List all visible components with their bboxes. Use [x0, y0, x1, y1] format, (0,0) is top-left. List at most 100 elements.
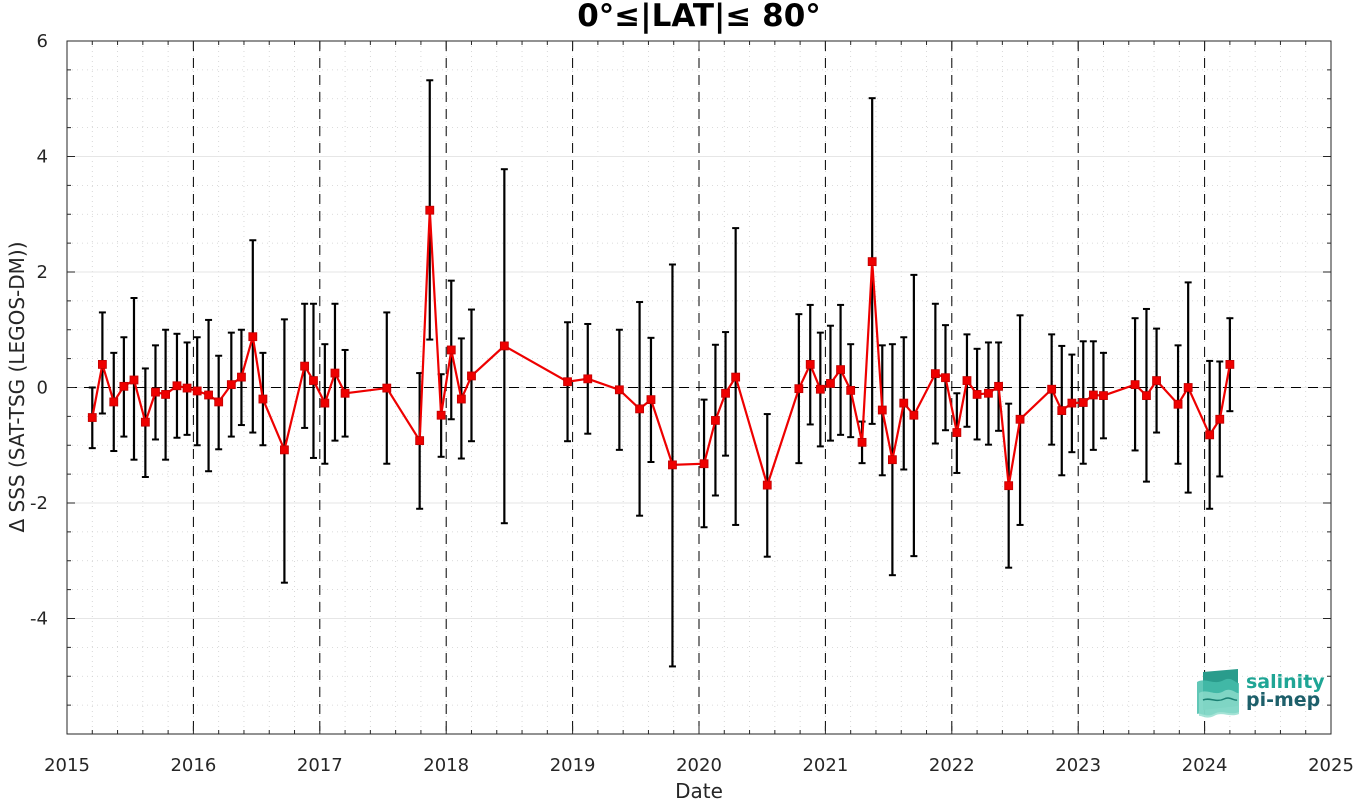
- data-point-marker: [161, 390, 170, 399]
- data-point-marker: [456, 394, 466, 404]
- data-point-marker: [909, 410, 919, 420]
- x-axis-label: Date: [675, 779, 723, 801]
- y-tick-label: -2: [30, 493, 48, 514]
- data-point-marker: [182, 383, 192, 393]
- logo-text-salinity: salinity: [1246, 671, 1325, 693]
- data-point-marker: [425, 205, 435, 215]
- data-point-marker: [172, 381, 182, 391]
- data-point-marker: [846, 385, 856, 395]
- data-point-marker: [151, 387, 160, 397]
- grid-layer: [66, 40, 1332, 735]
- data-point-marker: [646, 395, 656, 405]
- y-tick-label: 2: [37, 262, 48, 283]
- data-point-marker: [635, 404, 644, 414]
- data-point-marker: [794, 384, 804, 394]
- data-point-marker: [899, 398, 909, 408]
- data-point-marker: [340, 388, 350, 398]
- x-tick-label: 2024: [1182, 755, 1228, 776]
- data-point-marker: [887, 455, 897, 465]
- data-point-marker: [1099, 391, 1108, 400]
- data-point-marker: [415, 436, 425, 446]
- data-point-marker: [226, 380, 236, 390]
- data-point-marker: [731, 372, 741, 382]
- data-point-marker: [815, 384, 825, 394]
- x-tick-label: 2019: [550, 755, 596, 776]
- data-point-marker: [762, 480, 772, 490]
- data-point-marker: [109, 397, 119, 407]
- data-point-marker: [140, 417, 150, 427]
- y-tick-label: 6: [37, 31, 48, 52]
- data-point-marker: [1057, 406, 1067, 416]
- data-point-marker: [436, 410, 446, 420]
- chart-title: 0°≤|LAT|≤ 80°: [577, 0, 821, 34]
- data-point-marker: [214, 397, 224, 407]
- data-point-marker: [237, 372, 246, 382]
- data-point-marker: [97, 359, 107, 369]
- data-point-marker: [446, 345, 456, 355]
- data-point-marker: [330, 368, 340, 378]
- data-point-marker: [711, 416, 720, 425]
- x-tick-label: 2015: [44, 755, 90, 776]
- data-point-marker: [952, 428, 962, 437]
- data-point-marker: [204, 390, 213, 400]
- data-point-marker: [280, 445, 289, 455]
- x-tick-label: 2018: [423, 755, 469, 776]
- data-point-marker: [668, 460, 677, 470]
- x-tick-label: 2020: [676, 755, 722, 776]
- y-tick-label: 0: [37, 378, 48, 399]
- data-point-marker: [721, 388, 730, 398]
- data-point-marker: [1088, 390, 1098, 400]
- data-point-marker: [699, 459, 709, 469]
- data-point-marker: [836, 365, 845, 374]
- x-tick-label: 2016: [170, 755, 216, 776]
- data-point-marker: [320, 398, 330, 408]
- data-point-marker: [857, 437, 867, 447]
- logo-emblem-icon: [1197, 669, 1239, 718]
- data-point-marker: [499, 341, 509, 351]
- data-point-marker: [984, 388, 993, 398]
- data-point-marker: [382, 383, 392, 393]
- data-point-marker: [962, 376, 972, 385]
- data-point-marker: [309, 376, 318, 385]
- data-point-marker: [1205, 430, 1215, 440]
- logo-text-pimep: pi-mep: [1246, 689, 1320, 711]
- data-point-marker: [583, 374, 593, 384]
- data-point-marker: [258, 394, 268, 404]
- data-point-marker: [248, 332, 258, 342]
- data-point-marker: [867, 257, 877, 267]
- data-point-marker: [614, 385, 624, 395]
- salinity-pimep-logo: salinity pi-mep: [1197, 669, 1325, 718]
- x-tick-label: 2025: [1308, 755, 1354, 776]
- data-point-marker: [1047, 384, 1057, 394]
- data-point-marker: [1130, 380, 1140, 390]
- data-point-marker: [1004, 481, 1014, 491]
- x-tick-label: 2021: [802, 755, 848, 776]
- data-point-marker: [826, 379, 835, 388]
- data-point-marker: [1173, 399, 1183, 409]
- y-axis-label: Δ SSS (SAT-TSG (LEGOS-DM)): [5, 241, 29, 532]
- y-tick-label: -4: [30, 609, 48, 630]
- data-point-marker: [1067, 398, 1077, 408]
- data-point-marker: [1183, 383, 1193, 392]
- series-layer: [87, 205, 1235, 491]
- data-point-marker: [930, 369, 940, 379]
- x-tick-label: 2023: [1055, 755, 1101, 776]
- x-tick-label: 2022: [929, 755, 975, 776]
- data-point-marker: [563, 377, 572, 387]
- data-point-marker: [300, 361, 310, 371]
- tick-layer: 2015 2016 2017 2018 2019 2020 2021 2022 2023 2024…: [30, 31, 1354, 776]
- data-point-marker: [192, 386, 202, 396]
- data-point-marker: [994, 381, 1003, 391]
- data-point-marker: [1015, 414, 1025, 424]
- data-point-marker: [87, 413, 97, 422]
- data-point-marker: [1078, 398, 1088, 407]
- data-point-marker: [972, 390, 982, 399]
- data-point-marker: [129, 375, 139, 385]
- data-point-marker: [1225, 359, 1235, 369]
- data-point-marker: [119, 381, 129, 391]
- x-tick-label: 2017: [297, 755, 343, 776]
- data-point-marker: [1152, 376, 1161, 385]
- data-point-marker: [1215, 414, 1225, 424]
